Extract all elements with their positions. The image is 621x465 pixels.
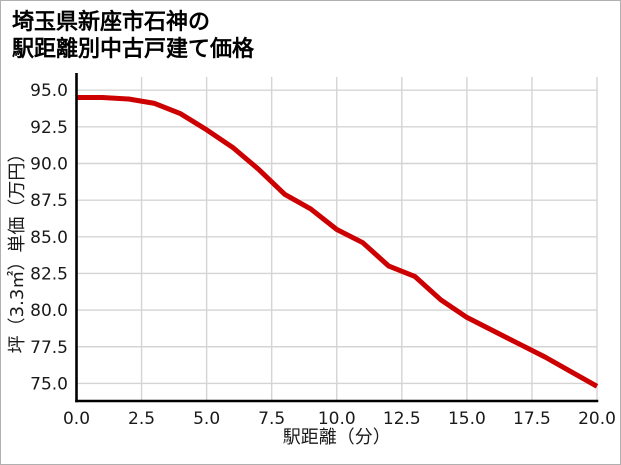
x-tick-label: 7.5 — [258, 409, 285, 429]
x-tick-label: 17.5 — [513, 409, 551, 429]
x-tick-label: 15.0 — [448, 409, 486, 429]
price-line — [76, 95, 599, 389]
x-tick-label: 10.0 — [318, 409, 356, 429]
y-tick-label: 85.0 — [30, 228, 68, 248]
x-tick-label: 5.0 — [193, 409, 220, 429]
x-tick-label: 20.0 — [578, 409, 616, 429]
y-axis-label: 坪（3.3㎡）単価（万円） — [6, 145, 28, 354]
chart-title: 埼玉県新座市石神の 駅距離別中古戸建て価格 — [12, 9, 254, 63]
x-tick-label: 2.5 — [128, 409, 155, 429]
x-tick-label: 12.5 — [383, 409, 421, 429]
y-tick-label: 80.0 — [30, 301, 68, 321]
y-tick-label: 90.0 — [30, 154, 68, 174]
chart-title-line-1: 埼玉県新座市石神の — [12, 10, 211, 35]
chart-title-line-2: 駅距離別中古戸建て価格 — [12, 37, 255, 62]
y-tick-label: 87.5 — [30, 191, 68, 211]
y-tick-label: 82.5 — [30, 264, 68, 284]
y-tick-label: 92.5 — [30, 118, 68, 138]
y-tick-label: 77.5 — [30, 338, 68, 358]
x-tick-label: 0.0 — [63, 409, 90, 429]
y-tick-label: 95.0 — [30, 81, 68, 101]
y-tick-label: 75.0 — [30, 374, 68, 394]
x-axis-label: 駅距離（分） — [283, 427, 391, 448]
